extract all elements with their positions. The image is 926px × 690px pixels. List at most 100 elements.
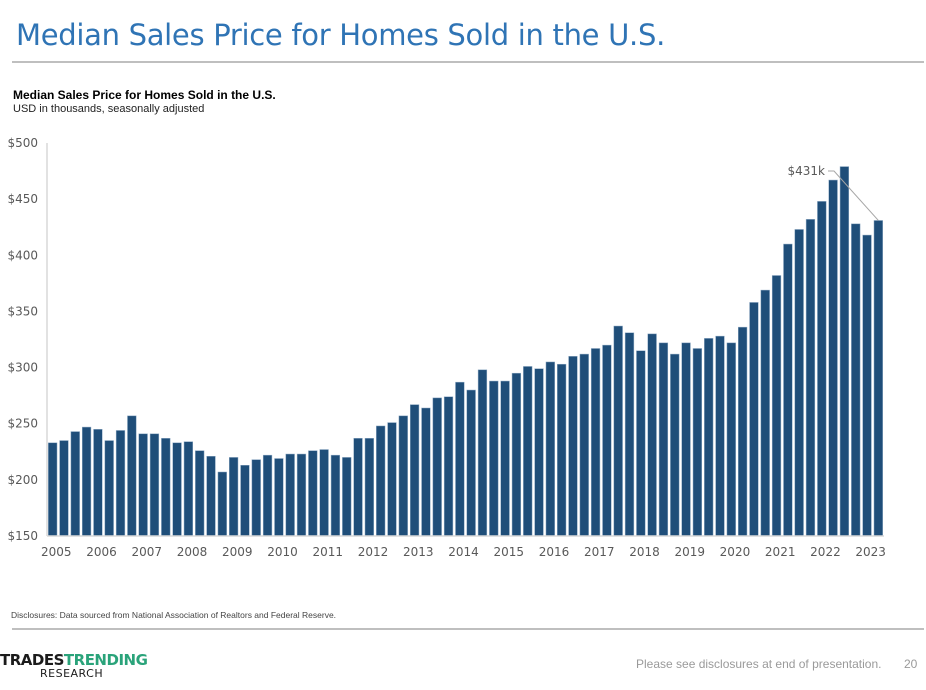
title-divider — [12, 61, 924, 63]
bar — [387, 422, 397, 537]
y-tick-label: $200 — [7, 473, 38, 487]
x-tick-label: 2017 — [584, 545, 615, 559]
bar — [681, 342, 691, 537]
bar — [771, 275, 782, 537]
bar — [274, 458, 284, 537]
bar — [262, 454, 273, 537]
x-tick-label: 2010 — [267, 545, 298, 559]
bars — [48, 166, 883, 537]
x-tick-label: 2007 — [132, 545, 163, 559]
bar — [443, 396, 454, 537]
disclosure-text: Disclosures: Data sourced from National … — [11, 610, 337, 620]
x-tick-label: 2014 — [448, 545, 479, 559]
x-tick-label: 2019 — [674, 545, 705, 559]
logo-word-trending: TRENDING — [63, 651, 148, 669]
bar — [534, 368, 544, 537]
y-tick-label: $250 — [7, 417, 38, 431]
bar — [760, 289, 770, 537]
bar — [81, 426, 92, 537]
bar — [240, 465, 250, 537]
bar — [115, 430, 126, 537]
x-tick-label: 2018 — [629, 545, 660, 559]
bar — [183, 441, 193, 537]
bar — [93, 429, 103, 537]
bar — [557, 363, 567, 537]
bar — [296, 453, 307, 537]
bar-chart: $150$200$250$300$350$400$450$500 2005 200… — [7, 136, 886, 559]
bar — [251, 459, 261, 537]
bar — [229, 457, 239, 537]
x-tick-label: 2008 — [177, 545, 208, 559]
logo-word-research: RESEARCH — [40, 667, 104, 680]
bar — [195, 450, 205, 537]
bar — [409, 404, 420, 537]
bar — [104, 440, 114, 537]
bar — [545, 361, 555, 537]
x-tick-label: 2005 — [41, 545, 72, 559]
bar — [624, 332, 635, 537]
chart-title: Median Sales Price for Homes Sold in the… — [13, 88, 276, 102]
bar — [783, 243, 793, 537]
bar — [715, 335, 725, 537]
bar — [138, 433, 148, 537]
bar — [353, 438, 363, 537]
bar — [839, 166, 850, 537]
bar — [477, 369, 488, 537]
bar — [794, 229, 804, 537]
bar — [862, 234, 872, 537]
bar — [308, 450, 318, 537]
x-tick-label: 2013 — [403, 545, 434, 559]
bar — [523, 366, 533, 537]
x-tick-label: 2012 — [358, 545, 389, 559]
bar — [330, 454, 341, 537]
page-number: 20 — [904, 657, 918, 671]
y-tick-label: $350 — [7, 304, 38, 318]
bar — [217, 471, 227, 537]
x-tick-label: 2009 — [222, 545, 253, 559]
bar — [636, 350, 646, 537]
bar — [500, 380, 510, 537]
bar — [692, 348, 702, 537]
x-tick-label: 2020 — [720, 545, 751, 559]
bar — [161, 438, 171, 537]
bar — [828, 179, 838, 537]
annotation: $431k — [788, 164, 879, 221]
bar — [206, 456, 216, 537]
company-logo: TRADESTRENDING RESEARCH — [0, 651, 148, 680]
bar — [590, 348, 601, 537]
bar — [805, 219, 816, 537]
x-tick-label: 2015 — [493, 545, 524, 559]
bar — [342, 457, 352, 537]
bar — [59, 440, 69, 537]
x-tick-label: 2023 — [855, 545, 886, 559]
slide-title: Median Sales Price for Homes Sold in the… — [16, 18, 665, 52]
y-tick-label: $150 — [7, 529, 38, 543]
annotation-leader-line — [828, 170, 879, 221]
bar — [48, 442, 58, 537]
logo-word-trades: TRADES — [0, 651, 64, 669]
bar — [873, 220, 883, 537]
bar — [127, 415, 137, 537]
bar — [455, 381, 465, 537]
bar — [817, 201, 827, 537]
y-tick-label: $500 — [7, 136, 38, 150]
bar — [466, 389, 476, 537]
bar — [489, 380, 499, 537]
bar — [172, 442, 182, 537]
footer-note: Please see disclosures at end of present… — [636, 657, 882, 671]
bar — [704, 338, 714, 537]
bar — [579, 353, 589, 537]
bar — [376, 425, 386, 537]
bar — [647, 333, 657, 537]
x-tick-label: 2016 — [539, 545, 570, 559]
bar — [319, 449, 329, 537]
footer-divider — [12, 628, 924, 630]
x-tick-label: 2011 — [312, 545, 343, 559]
bar — [726, 342, 736, 537]
bar — [658, 342, 669, 537]
x-axis: 2005 2006 2007 2008 2009 2010 2011 2012 2013 2014… — [41, 535, 886, 559]
bar — [432, 397, 442, 537]
bar — [851, 223, 861, 537]
bar — [613, 325, 623, 537]
bar — [285, 453, 295, 537]
